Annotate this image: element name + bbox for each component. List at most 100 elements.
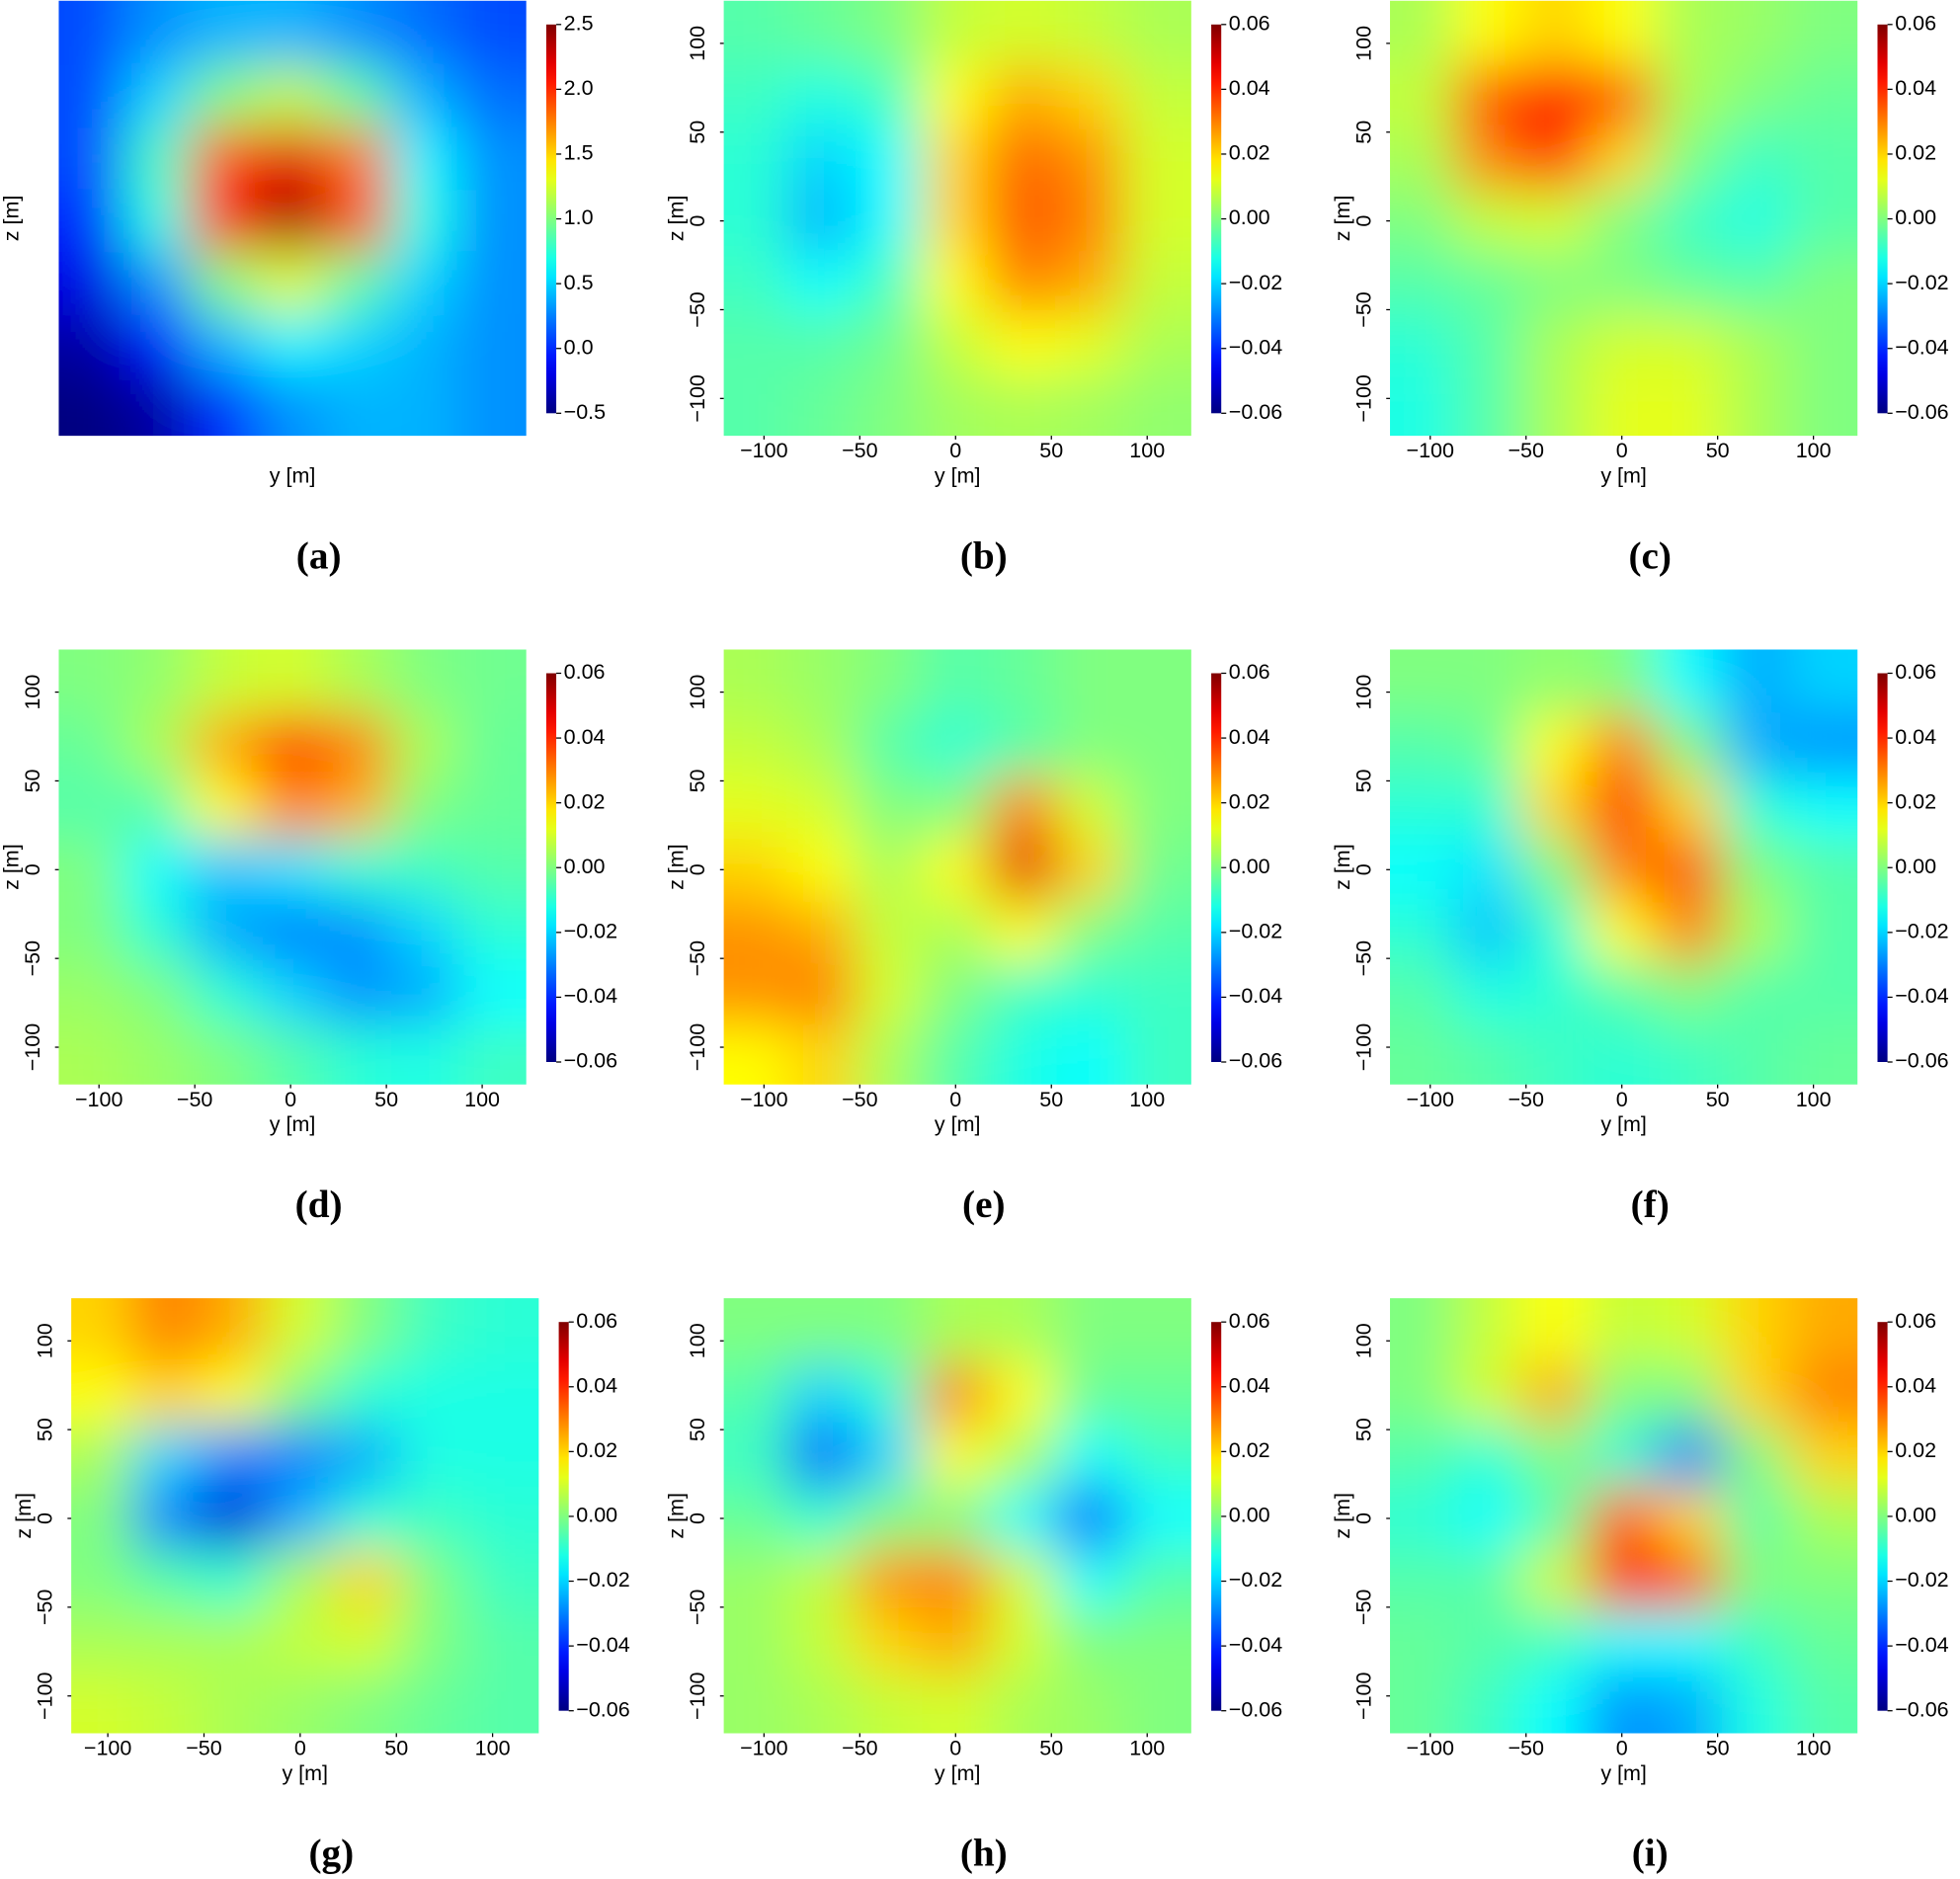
- x-tick-label: −50: [842, 1737, 878, 1760]
- heatmap-area: [1390, 649, 1858, 1085]
- colorbar-tick-label: 1.0: [564, 205, 594, 229]
- heatmap-area: [58, 649, 527, 1085]
- heatmap-cell: [787, 375, 857, 437]
- heatmap-cell: [71, 1611, 133, 1675]
- heatmap-cell: [723, 65, 789, 129]
- heatmap-cell: [457, 776, 527, 840]
- heatmap-cell: [1722, 713, 1791, 777]
- heatmap-cell: [1722, 1362, 1791, 1427]
- heatmap-cell: [122, 65, 192, 129]
- panel-label: (b): [960, 534, 1008, 577]
- heatmap-cell: [266, 1673, 335, 1734]
- heatmap-cell: [988, 838, 1058, 902]
- heatmap-cell: [1588, 1549, 1657, 1613]
- heatmap-cell: [58, 65, 124, 129]
- colorbar-tick-label: 0.04: [1229, 76, 1270, 100]
- heatmap-cell: [467, 1673, 539, 1734]
- heatmap-cell: [1390, 0, 1455, 67]
- heatmap-cell: [390, 313, 459, 377]
- heatmap-cell: [1055, 838, 1124, 902]
- heatmap-cell: [1453, 649, 1522, 715]
- heatmap-cell: [467, 1298, 539, 1364]
- heatmap-cell: [1055, 1425, 1124, 1489]
- heatmap-cell: [1453, 1487, 1522, 1551]
- colorbar-tick-label: 0.06: [1229, 11, 1270, 35]
- heatmap-cell: [1588, 126, 1657, 192]
- heatmap-cell: [1722, 1024, 1791, 1085]
- heatmap-cell: [333, 1549, 403, 1613]
- y-tick-label: −100: [34, 1672, 57, 1719]
- colorbar: [1211, 1322, 1222, 1711]
- heatmap-cell: [58, 313, 124, 377]
- heatmap-cell: [1655, 0, 1724, 67]
- colorbar-tick-label: −0.06: [1229, 400, 1282, 424]
- panel-label: (f): [1631, 1184, 1670, 1226]
- colorbar-tick-label: 0.04: [1895, 725, 1936, 749]
- y-tick-label: 50: [686, 121, 709, 144]
- heatmap-cell: [1789, 251, 1858, 315]
- heatmap-cell: [855, 0, 924, 67]
- panel: −100 −50 0 50 100 −100 −50 0 50 100 y [m] z [m] −0.0…: [664, 1298, 1282, 1875]
- heatmap-cell: [1520, 1487, 1590, 1551]
- heatmap-cell: [1520, 1362, 1590, 1427]
- heatmap-cell: [457, 375, 527, 437]
- y-tick-label: 100: [34, 1323, 57, 1358]
- heatmap-cell: [333, 1611, 403, 1675]
- heatmap-cell: [1055, 375, 1124, 437]
- heatmap-cell: [1453, 1362, 1522, 1427]
- heatmap-cell: [988, 649, 1058, 715]
- heatmap-cell: [1655, 776, 1724, 840]
- heatmap-cell: [1520, 649, 1590, 715]
- heatmap-cell: [1789, 65, 1858, 129]
- colorbar-tick-label: −0.04: [1895, 984, 1948, 1008]
- heatmap-cell: [1390, 1487, 1455, 1551]
- heatmap-cell: [58, 375, 124, 437]
- heatmap-cell: [1122, 713, 1191, 777]
- colorbar-tick-label: 0.04: [1229, 725, 1270, 749]
- heatmap-cell: [1520, 1024, 1590, 1085]
- x-tick-label: −100: [740, 1737, 787, 1760]
- colorbar-tick-label: −0.02: [1229, 271, 1282, 294]
- panel-label: (h): [960, 1833, 1008, 1875]
- heatmap-cell: [787, 126, 857, 192]
- x-axis-label: y [m]: [935, 464, 981, 488]
- heatmap-cell: [1453, 375, 1522, 437]
- heatmap-cells: [723, 0, 1191, 437]
- heatmap-cell: [58, 126, 124, 192]
- heatmap-cell: [390, 900, 459, 964]
- colorbar-tick-label: −0.06: [1895, 1049, 1948, 1073]
- panel-label: (d): [295, 1184, 343, 1226]
- heatmap-cell: [131, 1487, 201, 1551]
- colorbar: [1877, 673, 1888, 1062]
- heatmap-cell: [1390, 1298, 1455, 1364]
- x-axis-label: y [m]: [935, 1112, 981, 1136]
- heatmap-cell: [723, 251, 789, 315]
- heatmap-cell: [1122, 962, 1191, 1026]
- heatmap-cell: [457, 1024, 527, 1085]
- x-tick-label: 50: [374, 1088, 398, 1111]
- colorbar-tick-label: −0.02: [1229, 920, 1282, 943]
- colorbar-tick-label: 0.06: [1895, 1309, 1936, 1333]
- colorbar: [545, 673, 557, 1062]
- heatmap-cell: [1122, 1024, 1191, 1085]
- heatmap-cell: [390, 65, 459, 129]
- colorbar-tick-label: −0.04: [1229, 335, 1282, 359]
- heatmap-cell: [190, 1024, 259, 1085]
- heatmap-cell: [58, 649, 124, 715]
- heatmap-cell: [855, 1549, 924, 1613]
- y-tick-label: −50: [34, 1590, 57, 1626]
- heatmap-cell: [1655, 1024, 1724, 1085]
- heatmap-cell: [1588, 1362, 1657, 1427]
- heatmap-cell: [922, 313, 991, 377]
- heatmap-cell: [855, 313, 924, 377]
- y-tick-label: 100: [686, 675, 709, 710]
- x-axis-label: y [m]: [270, 464, 316, 488]
- panel-label: (c): [1628, 534, 1672, 577]
- heatmap-cell: [190, 251, 259, 315]
- heatmap-cell: [855, 1362, 924, 1427]
- heatmap-cell: [922, 713, 991, 777]
- heatmap-cell: [1789, 962, 1858, 1026]
- heatmap-cell: [1789, 1673, 1858, 1734]
- heatmap-cell: [1453, 189, 1522, 254]
- heatmap-cell: [1588, 649, 1657, 715]
